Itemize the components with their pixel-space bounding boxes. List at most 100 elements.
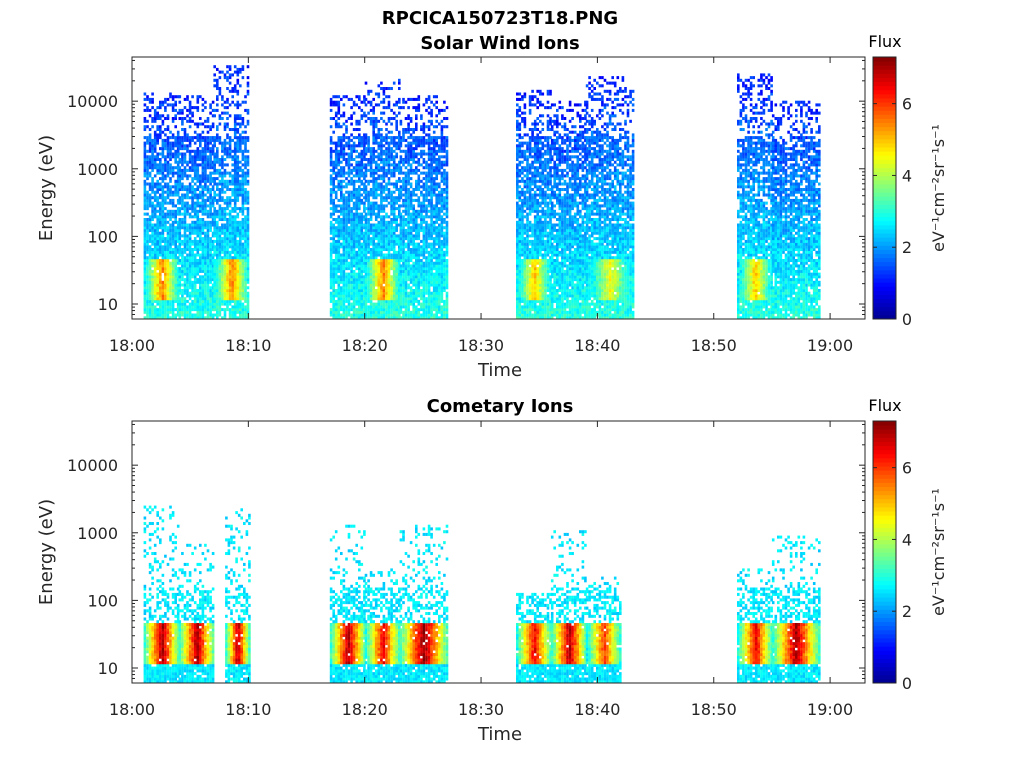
heatmap-cell xyxy=(246,239,250,243)
heatmap-cell xyxy=(385,188,388,192)
heatmap-cell xyxy=(196,108,200,112)
heatmap-cell xyxy=(387,196,391,200)
heatmap-cell xyxy=(211,286,215,290)
heatmap-cell xyxy=(171,297,175,301)
heatmap-cell xyxy=(420,138,423,142)
heatmap-cell xyxy=(380,256,383,260)
heatmap-cell xyxy=(345,226,348,230)
heatmap-cell xyxy=(218,283,222,287)
heatmap-cell xyxy=(159,275,162,279)
heatmap-cell xyxy=(404,269,408,273)
heatmap-cell xyxy=(246,108,250,112)
heatmap-cell xyxy=(226,218,229,222)
heatmap-cell xyxy=(398,215,401,219)
heatmap-cell xyxy=(380,117,383,121)
heatmap-cell xyxy=(395,122,398,126)
heatmap-cell xyxy=(407,294,410,298)
heatmap-cell xyxy=(199,226,202,230)
heatmap-cell xyxy=(169,141,172,145)
heatmap-cell xyxy=(337,231,341,235)
heatmap-cell xyxy=(352,305,356,309)
heatmap-cell xyxy=(213,218,216,222)
heatmap-cell xyxy=(239,185,242,189)
heatmap-cell xyxy=(345,204,348,208)
heatmap-cell xyxy=(176,201,180,205)
heatmap-cell xyxy=(211,294,215,298)
heatmap-cell xyxy=(236,182,240,186)
heatmap-cell xyxy=(352,286,356,290)
heatmap-cell xyxy=(166,308,170,312)
heatmap-cell xyxy=(151,141,154,145)
heatmap-cell xyxy=(241,122,245,126)
heatmap-cell xyxy=(151,125,154,129)
heatmap-cell xyxy=(181,248,184,252)
heatmap-cell xyxy=(355,163,358,167)
heatmap-cell xyxy=(415,237,418,241)
heatmap-cell xyxy=(387,269,391,273)
heatmap-cell xyxy=(186,160,189,164)
heatmap-cell xyxy=(216,253,219,257)
heatmap-cell xyxy=(332,264,335,268)
heatmap-cell xyxy=(236,92,240,96)
heatmap-cell xyxy=(223,122,227,126)
heatmap-cell xyxy=(347,278,351,282)
heatmap-cell xyxy=(415,269,418,273)
heatmap-cell xyxy=(407,305,410,309)
heatmap-cell xyxy=(204,106,207,110)
heatmap-cell xyxy=(372,267,375,271)
heatmap-cell xyxy=(347,250,351,254)
heatmap-cell xyxy=(392,171,396,175)
heatmap-cell xyxy=(380,152,383,156)
heatmap-cell xyxy=(395,234,398,238)
heatmap-cell xyxy=(246,228,250,232)
heatmap-cell xyxy=(246,163,250,167)
heatmap-cell xyxy=(159,253,162,257)
heatmap-cell xyxy=(363,278,366,282)
heatmap-cell xyxy=(156,245,159,249)
heatmap-cell xyxy=(223,253,227,257)
heatmap-cell xyxy=(176,302,180,306)
heatmap-cell xyxy=(409,190,413,194)
heatmap-cell xyxy=(246,215,250,219)
heatmap-cell xyxy=(355,267,358,271)
heatmap-cell xyxy=(409,286,413,290)
heatmap-cell xyxy=(201,239,205,243)
heatmap-cell xyxy=(191,114,194,118)
heatmap-cell xyxy=(385,228,388,232)
heatmap-cell xyxy=(360,248,364,252)
heatmap-cell xyxy=(355,155,358,159)
heatmap-cell xyxy=(233,272,237,276)
heatmap-cell xyxy=(159,168,162,172)
heatmap-cell xyxy=(364,171,368,175)
heatmap-cell xyxy=(199,218,202,222)
heatmap-cell xyxy=(380,239,383,243)
heatmap-cell xyxy=(186,289,189,293)
heatmap-cell xyxy=(164,108,167,112)
heatmap-cell xyxy=(385,196,388,200)
heatmap-cell xyxy=(334,308,338,312)
heatmap-cell xyxy=(334,190,338,194)
heatmap-cell xyxy=(188,207,192,211)
heatmap-cell xyxy=(329,245,333,249)
heatmap-cell xyxy=(340,264,343,268)
heatmap-cell xyxy=(196,163,200,167)
heatmap-cell xyxy=(329,215,333,219)
heatmap-cell xyxy=(360,160,364,164)
heatmap-cell xyxy=(355,218,358,222)
heatmap-cell xyxy=(387,223,391,227)
heatmap-cell xyxy=(374,182,378,186)
heatmap-cell xyxy=(345,278,348,282)
heatmap-cell xyxy=(329,141,333,145)
heatmap-cell xyxy=(407,122,410,126)
heatmap-cell xyxy=(206,286,210,290)
heatmap-cell xyxy=(347,207,351,211)
heatmap-cell xyxy=(395,152,398,156)
heatmap-cell xyxy=(337,275,341,279)
heatmap-cell xyxy=(221,158,224,162)
heatmap-cell xyxy=(153,308,157,312)
heatmap-cell xyxy=(193,280,197,284)
heatmap-cell xyxy=(186,256,189,260)
heatmap-cell xyxy=(398,237,401,241)
heatmap-cell xyxy=(176,245,180,249)
heatmap-cell xyxy=(420,245,423,249)
